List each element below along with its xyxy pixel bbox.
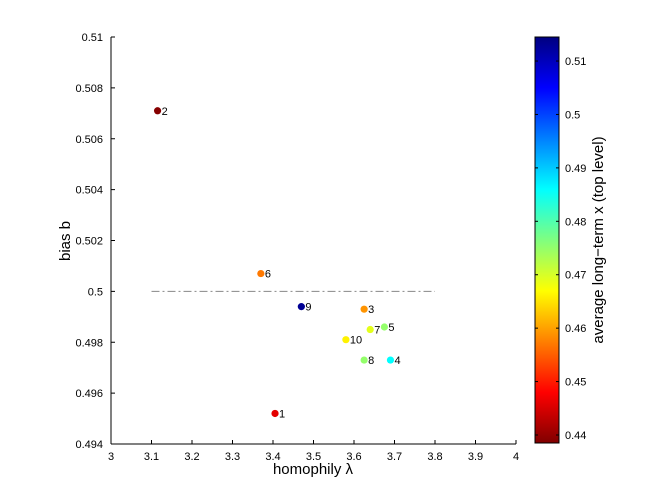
y-axis-ticks: 0.494 0.496 0.498 0.5 0.502 0.504 0.506 0.508 0.…: [75, 32, 115, 451]
x-tick-label: 4: [513, 451, 519, 463]
data-point-6: [257, 269, 265, 278]
x-tick-label: 3.5: [306, 451, 321, 463]
data-point-label-10: 10: [350, 335, 362, 347]
data-point-4: [386, 356, 395, 364]
y-tick-label: 0.498: [75, 337, 103, 349]
data-point-label-6: 6: [265, 269, 271, 281]
colorbar-ticks: 0.44 0.45 0.46 0.47 0.48 0.49 0.5 0.51: [535, 56, 586, 442]
colorbar-tick-label: 0.44: [565, 430, 586, 442]
data-point-label-4: 4: [394, 355, 400, 367]
data-point-7: [366, 325, 374, 334]
data-point-label-3: 3: [368, 304, 374, 316]
data-point-label-5: 5: [388, 322, 394, 334]
data-point-label-2: 2: [162, 106, 168, 118]
colorbar-tick-label: 0.51: [565, 56, 586, 68]
x-tick-label: 3.9: [468, 451, 483, 463]
x-tick-label: 3.4: [265, 451, 280, 463]
colorbar-tick-label: 0.49: [565, 163, 586, 175]
y-tick-label: 0.51: [82, 32, 103, 44]
colorbar-tick-label: 0.5: [565, 109, 580, 121]
colorbar-title: average long−term x (top level): [590, 136, 607, 343]
x-tick-label: 3.6: [346, 451, 361, 463]
x-tick-label: 3.8: [427, 451, 442, 463]
colorbar-tick-label: 0.45: [565, 377, 586, 389]
y-tick-label: 0.506: [75, 134, 103, 146]
x-tick-label: 3.1: [144, 451, 159, 463]
data-point-label-9: 9: [305, 302, 311, 314]
y-tick-label: 0.5: [88, 286, 103, 298]
data-point-label-1: 1: [279, 408, 285, 420]
y-tick-label: 0.494: [75, 439, 103, 451]
y-tick-label: 0.504: [75, 185, 103, 197]
y-tick-label: 0.508: [75, 83, 103, 95]
data-points: 1 2 3 4 5 6 7 8 9 10: [153, 106, 401, 420]
data-point-9: [297, 303, 305, 311]
x-axis-ticks: 3 3.1 3.2 3.3 3.4 3.5 3.6 3.7 3.8 3.9 4: [108, 440, 519, 463]
x-tick-label: 3.3: [225, 451, 240, 463]
colorbar-tick-label: 0.46: [565, 323, 586, 335]
data-point-label-8: 8: [368, 355, 374, 367]
y-tick-label: 0.502: [75, 236, 103, 248]
data-point-label-7: 7: [374, 325, 380, 337]
data-point-10: [342, 336, 350, 344]
x-tick-label: 3.2: [184, 451, 199, 463]
data-point-5: [380, 323, 388, 331]
data-point-2: [153, 107, 162, 115]
colorbar-tick-label: 0.47: [565, 270, 586, 282]
colorbar-tick-label: 0.48: [565, 216, 586, 228]
y-axis-title: bias b: [57, 221, 74, 261]
x-axis-title: homophily λ: [273, 461, 354, 478]
x-tick-label: 3: [108, 451, 114, 463]
data-point-8: [360, 356, 368, 364]
y-tick-label: 0.496: [75, 388, 103, 400]
data-point-3: [360, 305, 368, 313]
colorbar: [534, 36, 560, 444]
x-tick-label: 3.7: [387, 451, 402, 463]
data-point-1: [271, 409, 279, 418]
